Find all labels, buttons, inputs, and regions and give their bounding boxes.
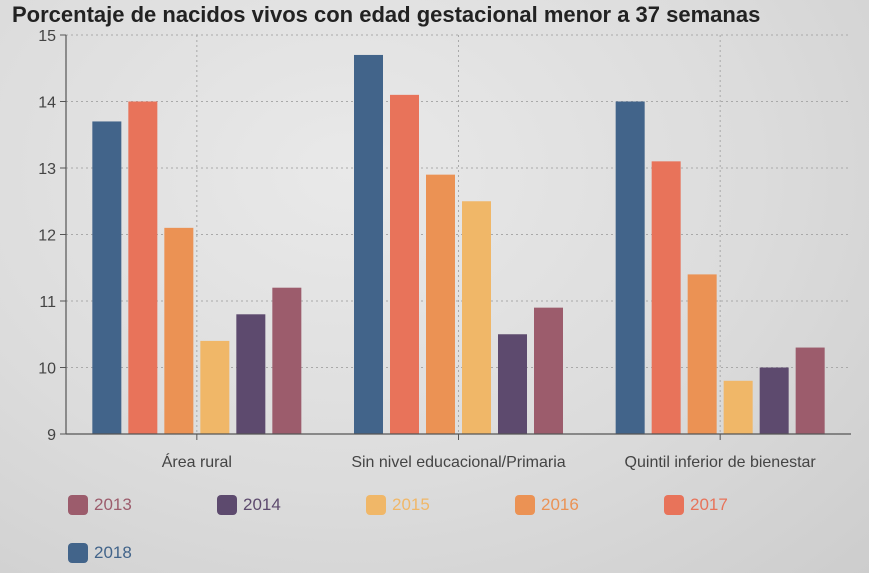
legend-label: 2018 — [94, 543, 132, 562]
bar — [200, 340, 230, 434]
bar — [723, 380, 753, 434]
bar — [795, 347, 825, 434]
bar — [462, 201, 491, 434]
legend-item: 2014 — [217, 495, 281, 515]
bar — [164, 227, 194, 434]
bar — [651, 161, 681, 434]
bar — [92, 121, 122, 434]
legend-item: 2015 — [366, 495, 430, 515]
x-tick-label: Quintil inferior de bienestar — [625, 454, 817, 471]
chart-title: Porcentaje de nacidos vivos con edad ges… — [12, 2, 761, 27]
y-tick-label: 15 — [38, 28, 56, 45]
bar — [236, 314, 266, 434]
bar — [390, 94, 419, 434]
legend-label: 2013 — [94, 495, 132, 514]
legend-label: 2016 — [541, 495, 579, 514]
legend-swatch — [515, 495, 535, 515]
bar — [615, 101, 645, 434]
y-tick-label: 12 — [38, 228, 56, 245]
legend-label: 2017 — [690, 495, 728, 514]
y-tick-label: 11 — [39, 294, 56, 311]
bar — [534, 307, 563, 434]
bar-chart: 9 10 11 12 13 14 15 Área rural Sin nivel educaci… — [38, 28, 851, 471]
bar — [354, 54, 383, 434]
y-tick-label: 10 — [38, 361, 56, 378]
y-tick-label: 9 — [47, 427, 56, 444]
legend-label: 2014 — [243, 495, 281, 514]
legend-item: 2013 — [68, 495, 132, 515]
bar — [272, 287, 302, 434]
y-tick-label: 13 — [38, 161, 56, 178]
bar — [687, 274, 717, 434]
bar — [426, 174, 455, 434]
legend-label: 2015 — [392, 495, 430, 514]
legend-item: 2016 — [515, 495, 579, 515]
bar — [759, 367, 789, 434]
x-tick-label: Área rural — [162, 452, 232, 471]
legend-item: 2018 — [68, 543, 132, 563]
legend-swatch — [68, 543, 88, 563]
bar — [498, 334, 527, 434]
legend-swatch — [217, 495, 237, 515]
legend-swatch — [366, 495, 386, 515]
legend-item: 2017 — [664, 495, 728, 515]
x-tick-label: Sin nivel educacional/Primaria — [351, 454, 565, 471]
bar — [128, 101, 158, 434]
legend-swatch — [664, 495, 684, 515]
legend-swatch — [68, 495, 88, 515]
y-tick-label: 14 — [38, 95, 56, 112]
